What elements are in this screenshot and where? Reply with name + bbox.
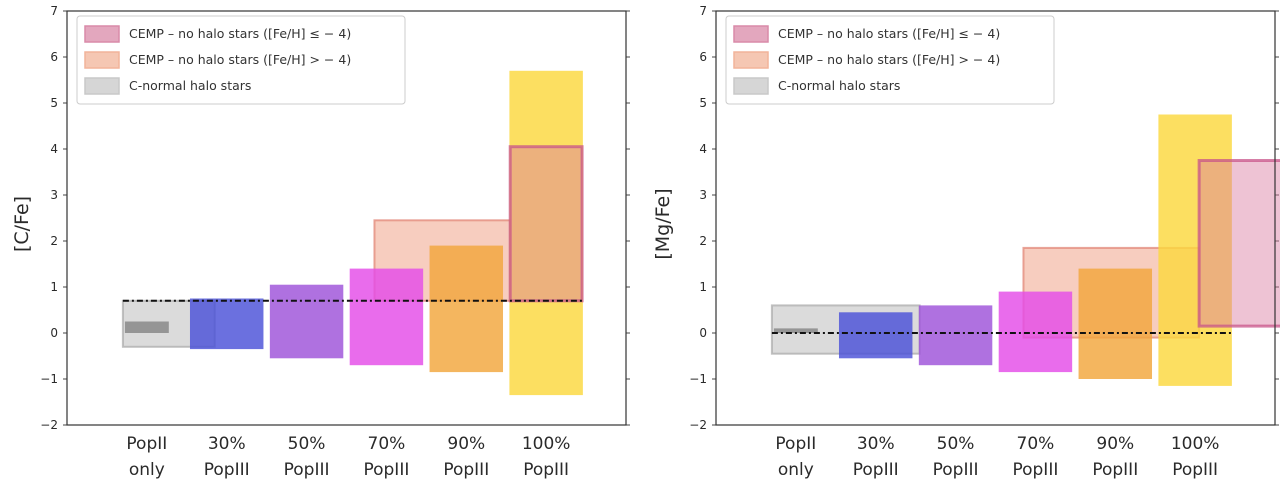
- y-tick-label: 5: [50, 96, 58, 110]
- legend-label-0: CEMP – no halo stars ([Fe/H] ≤ − 4): [778, 26, 1000, 41]
- legend-swatch-1: [84, 51, 120, 69]
- model-range-bar-2: [269, 284, 344, 359]
- y-tick-label: 2: [50, 234, 58, 248]
- y-tick-label: 7: [50, 4, 58, 18]
- right-panel-mgfe: −2 −1 0 1 2 3 4 5 6 7 [Mg/Fe] PopII only 30% PopIII 50%…: [652, 4, 1280, 480]
- observation-box-2: [508, 145, 584, 303]
- x-category-label-line2: only: [778, 460, 814, 480]
- x-category-label-line1: 70%: [368, 434, 406, 454]
- legend-swatch-0: [733, 25, 769, 43]
- x-category-label-line1: 50%: [937, 434, 975, 454]
- x-category-label-line1: 30%: [857, 434, 895, 454]
- x-category-label-line2: PopIII: [853, 460, 899, 480]
- x-category-label-line1: 90%: [1096, 434, 1134, 454]
- x-category-label-line2: PopIII: [363, 460, 409, 480]
- x-category-label-line1: 50%: [288, 434, 326, 454]
- y-tick-label: 6: [50, 50, 58, 64]
- observation-box-2: [1197, 159, 1280, 328]
- y-axis-label: [C/Fe]: [11, 196, 33, 252]
- x-category-label-line2: PopIII: [933, 460, 979, 480]
- y-tick-label: 4: [699, 142, 707, 156]
- y-tick-label: 0: [699, 326, 707, 340]
- model-range-bar-5: [509, 70, 583, 396]
- legend-swatch-2: [733, 77, 769, 95]
- model-range-bar-3: [998, 291, 1073, 373]
- x-category-label-line2: PopIII: [1172, 460, 1218, 480]
- y-tick-label: 7: [699, 4, 707, 18]
- legend-box: [76, 15, 406, 105]
- x-category-label-line1: 100%: [522, 434, 571, 454]
- legend-swatch-0: [84, 25, 120, 43]
- model-range-bar-1: [838, 312, 913, 359]
- model-range-bar-0: [773, 328, 818, 333]
- plot-frame: [715, 10, 1276, 426]
- model-range-bar-1: [189, 298, 264, 350]
- y-tick-label: 5: [699, 96, 707, 110]
- legend-label-1: CEMP – no halo stars ([Fe/H] > − 4): [129, 52, 351, 67]
- x-category-label-line2: PopIII: [443, 460, 489, 480]
- y-tick-label: −1: [40, 372, 58, 386]
- x-category-label-line1: 30%: [208, 434, 246, 454]
- y-tick-label: 0: [50, 326, 58, 340]
- x-category-label-line1: 90%: [447, 434, 485, 454]
- y-tick-label: 4: [50, 142, 58, 156]
- x-category-label-line1: 70%: [1017, 434, 1055, 454]
- legend-swatch-1: [733, 51, 769, 69]
- model-range-bar-4: [429, 245, 504, 373]
- x-category-label-line2: PopIII: [1092, 460, 1138, 480]
- y-tick-label: 3: [699, 188, 707, 202]
- y-tick-label: 3: [50, 188, 58, 202]
- left-panel-cfe: −2 −1 0 1 2 3 4 5 6 7 [C/Fe] PopII only 30% PopIII 50% P…: [11, 4, 630, 480]
- x-category-label-line1: PopII: [775, 434, 816, 454]
- x-category-label-line2: only: [129, 460, 165, 480]
- legend-label-2: C-normal halo stars: [778, 78, 900, 93]
- y-axis-label: [Mg/Fe]: [652, 188, 674, 259]
- y-tick-label: −1: [689, 372, 707, 386]
- legend-swatch-2: [84, 77, 120, 95]
- y-tick-label: −2: [689, 418, 707, 432]
- model-range-bar-4: [1078, 268, 1153, 379]
- x-category-label-line2: PopIII: [204, 460, 250, 480]
- y-tick-label: 1: [50, 280, 58, 294]
- model-range-bar-3: [349, 268, 424, 366]
- y-tick-label: 1: [699, 280, 707, 294]
- x-category-label-line2: PopIII: [284, 460, 330, 480]
- legend-box: [725, 15, 1055, 105]
- legend-label-0: CEMP – no halo stars ([Fe/H] ≤ − 4): [129, 26, 351, 41]
- y-tick-label: 2: [699, 234, 707, 248]
- x-category-label-line1: 100%: [1171, 434, 1220, 454]
- model-range-bar-2: [918, 305, 993, 366]
- x-category-label-line1: PopII: [126, 434, 167, 454]
- plot-frame: [66, 10, 627, 426]
- legend-label-1: CEMP – no halo stars ([Fe/H] > − 4): [778, 52, 1000, 67]
- y-tick-label: −2: [40, 418, 58, 432]
- legend-label-2: C-normal halo stars: [129, 78, 251, 93]
- x-category-label-line2: PopIII: [523, 460, 569, 480]
- y-tick-label: 6: [699, 50, 707, 64]
- model-range-bar-0: [124, 321, 169, 333]
- x-category-label-line2: PopIII: [1012, 460, 1058, 480]
